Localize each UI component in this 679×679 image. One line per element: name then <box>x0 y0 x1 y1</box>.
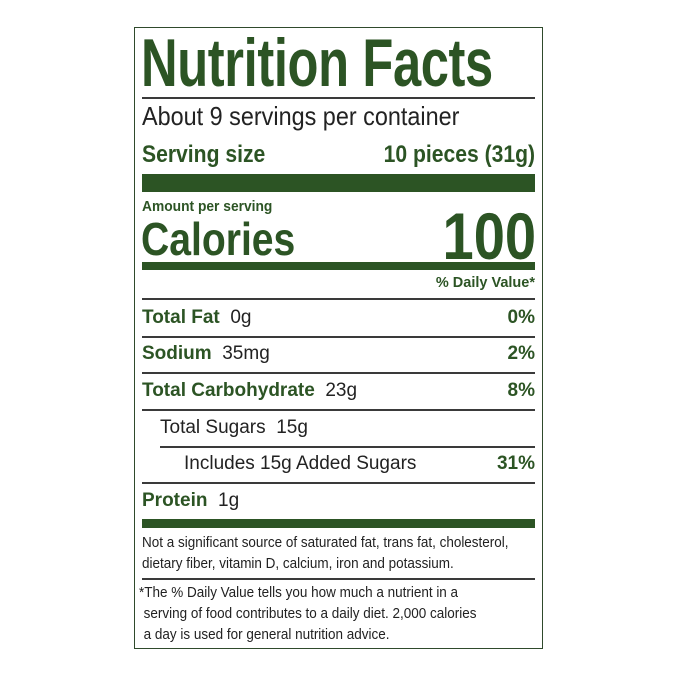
nutrient-name: Sodium <box>142 343 212 364</box>
nutrient-row-total-sugars: Total Sugars 15g <box>142 417 535 443</box>
note-line: Not a significant source of saturated fa… <box>142 535 509 551</box>
divider <box>142 336 535 338</box>
nutrient-dv: 0% <box>507 307 535 328</box>
nutrient-name: Total Carbohydrate <box>142 380 315 401</box>
divider <box>142 372 535 374</box>
nutrient-amount: 23g <box>325 380 358 401</box>
nutrient-dv: 8% <box>507 380 535 401</box>
thick-bar <box>142 519 535 528</box>
medium-bar <box>142 262 535 270</box>
nutrient-row-total-carbohydrate: Total Carbohydrate 23g 8% <box>142 380 535 406</box>
servings-per-container: About 9 servings per container <box>142 101 460 131</box>
divider <box>142 298 535 300</box>
calories-value: 100 <box>442 199 536 273</box>
nutrient-name: Total Sugars <box>160 417 266 438</box>
nutrient-row-protein: Protein 1g <box>142 490 535 516</box>
divider <box>142 409 535 411</box>
nutrient-amount: 15g <box>276 417 308 438</box>
footnote-line: serving of food contributes to a daily d… <box>143 606 477 622</box>
serving-size-label: Serving size <box>142 141 266 168</box>
serving-size-value: 10 pieces (31g) <box>383 141 535 168</box>
nutrient-amount: 35mg <box>222 343 270 364</box>
thick-bar <box>142 174 535 192</box>
divider <box>160 446 535 448</box>
nutrient-amount: 0g <box>230 307 252 328</box>
nutrient-row-added-sugars: Includes 15g Added Sugars 31% <box>142 453 535 479</box>
divider <box>142 578 535 580</box>
label-title: Nutrition Facts <box>141 25 493 101</box>
nutrient-dv: 31% <box>496 453 535 474</box>
calories-label: Calories <box>141 213 296 265</box>
amount-per-serving: Amount per serving <box>142 198 273 215</box>
not-significant-note: Not a significant source of saturated fa… <box>142 533 509 575</box>
nutrient-dv: 2% <box>507 343 535 364</box>
nutrition-label-frame <box>134 27 543 649</box>
daily-value-footnote: *The % Daily Value tells you how much a … <box>139 583 476 646</box>
footnote-line: a day is used for general nutrition advi… <box>143 627 390 643</box>
note-line: dietary fiber, vitamin D, calcium, iron … <box>142 556 454 572</box>
nutrient-amount: 1g <box>218 490 240 511</box>
nutrient-row-sodium: Sodium 35mg 2% <box>142 343 535 369</box>
divider <box>142 97 535 99</box>
nutrient-name: Total Fat <box>142 307 220 328</box>
daily-value-header: % Daily Value* <box>435 275 535 291</box>
footnote-line: *The % Daily Value tells you how much a … <box>139 585 459 601</box>
divider <box>142 482 535 484</box>
nutrient-name: Includes 15g Added Sugars <box>184 453 417 474</box>
nutrient-name: Protein <box>142 490 208 511</box>
nutrient-row-total-fat: Total Fat 0g 0% <box>142 307 535 333</box>
